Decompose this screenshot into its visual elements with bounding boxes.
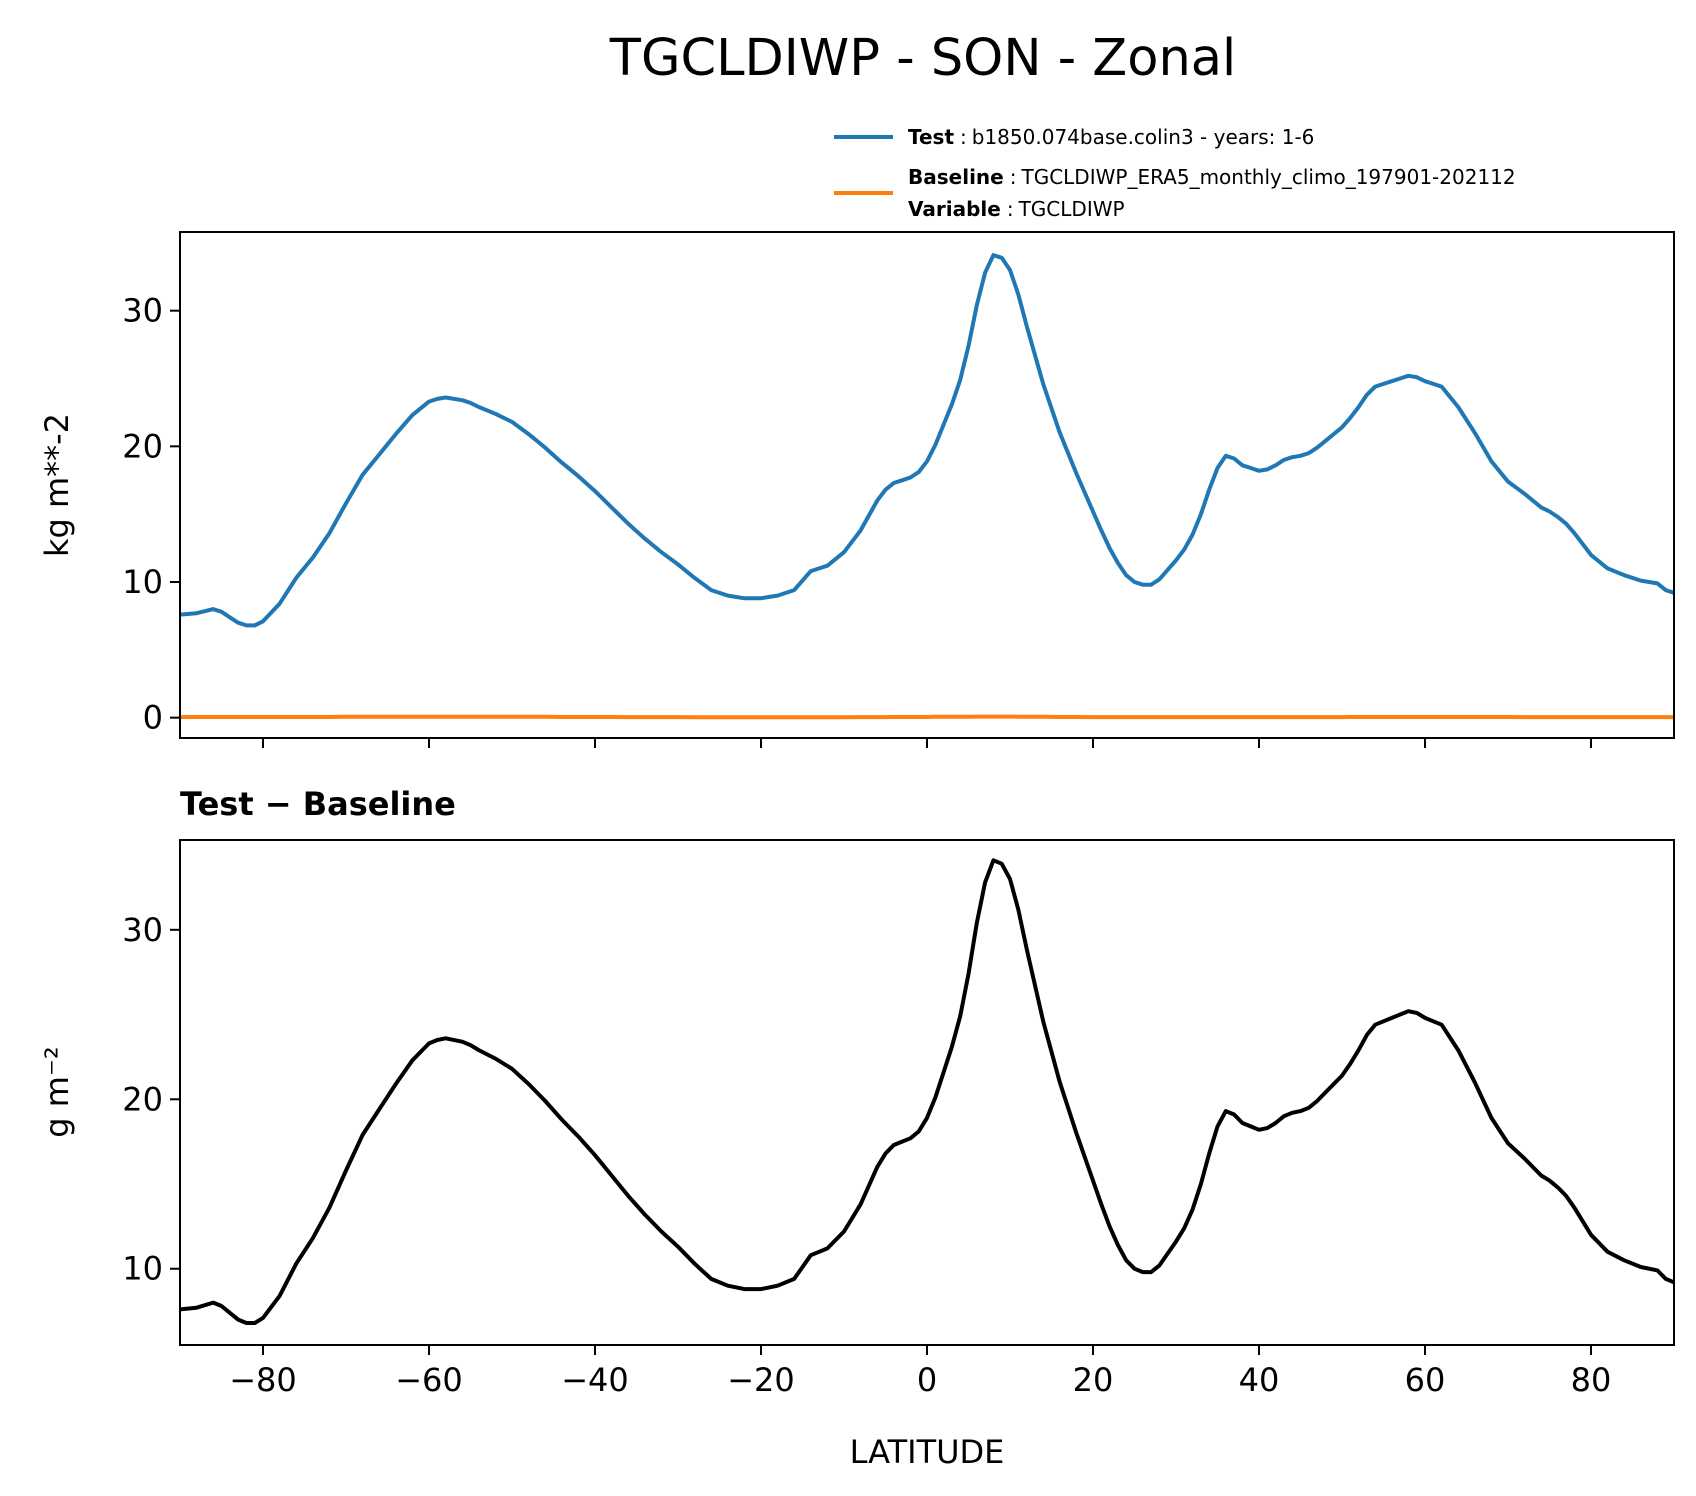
top-series-group [179, 253, 1675, 720]
bottom-xtick-label: −40 [561, 1361, 629, 1399]
bottom-ytick-label: 20 [122, 1080, 163, 1118]
top-axes-frame [179, 231, 1675, 739]
top-ylabel: kg m**-2 [38, 413, 76, 557]
legend: Test: b1850.074base.colin3 - years: 1-6 B… [834, 125, 1516, 221]
legend-baseline-text: TGCLDIWP_ERA5_monthly_climo_197901-20211… [1020, 165, 1515, 189]
top-series-line-baseline [180, 714, 1674, 720]
bottom-xtick-label: −80 [229, 1361, 297, 1399]
bottom-xtick-label: −20 [727, 1361, 795, 1399]
legend-entry-baseline: Baseline: TGCLDIWP_ERA5_monthly_climo_197… [908, 165, 1516, 189]
bottom-subtitle: Test − Baseline [180, 785, 456, 823]
bottom-ytick-label: 30 [122, 911, 163, 949]
bottom-series-group [179, 858, 1675, 1325]
bottom-ylabel: g m⁻² [38, 1046, 76, 1137]
legend-entry-test: Test: b1850.074base.colin3 - years: 1-6 [908, 125, 1314, 149]
top-xticks [262, 738, 1592, 748]
legend-test-key: Test [908, 125, 954, 149]
top-yticks: 0 10 20 30 [122, 292, 180, 737]
bottom-xtick-label: −60 [395, 1361, 463, 1399]
figure-title: TGCLDIWP - SON - Zonal [609, 29, 1236, 88]
legend-variable-key: Variable [908, 197, 1001, 221]
bottom-panel: Test − Baseline −80 −60 −40 −20 0 20 40 60 80 10… [38, 785, 1675, 1471]
bottom-series-line-difference [179, 858, 1675, 1325]
bottom-xtick-label: 20 [1073, 1361, 1114, 1399]
bottom-xticks: −80 −60 −40 −20 0 20 40 60 80 [229, 1345, 1611, 1399]
bottom-xtick-label: 60 [1405, 1361, 1446, 1399]
top-ytick-label: 20 [122, 427, 163, 465]
legend-baseline-sep: : [1010, 165, 1017, 189]
top-ytick-label: 0 [143, 699, 163, 737]
top-ytick-label: 30 [122, 292, 163, 330]
bottom-yticks: 10 20 30 [122, 911, 180, 1288]
top-ytick-label: 10 [122, 563, 163, 601]
legend-test-sep: : [960, 125, 967, 149]
bottom-ytick-label: 10 [122, 1250, 163, 1288]
bottom-xtick-label: 0 [917, 1361, 937, 1399]
legend-variable-sep: : [1007, 197, 1014, 221]
legend-baseline-key: Baseline [908, 165, 1004, 189]
bottom-xlabel: LATITUDE [850, 1433, 1005, 1471]
bottom-xtick-label: 40 [1239, 1361, 1280, 1399]
legend-entry-variable: Variable: TGCLDIWP [908, 197, 1125, 221]
top-series-line-test [179, 253, 1675, 628]
legend-variable-text: TGCLDIWP [1018, 197, 1125, 221]
legend-test-text: b1850.074base.colin3 - years: 1-6 [972, 125, 1315, 149]
bottom-axes-frame [179, 839, 1675, 1346]
top-panel: 0 10 20 30 kg m**-2 [38, 231, 1675, 748]
bottom-xtick-label: 80 [1571, 1361, 1612, 1399]
